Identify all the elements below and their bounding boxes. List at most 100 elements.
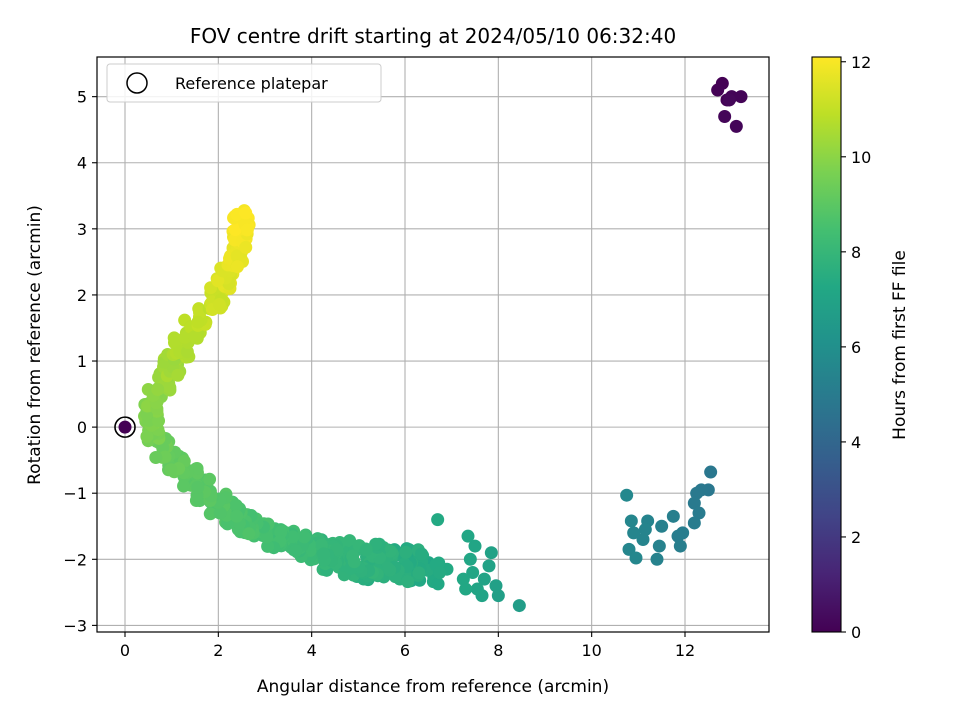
data-point bbox=[463, 552, 477, 566]
data-point bbox=[466, 566, 480, 580]
data-point bbox=[692, 506, 706, 520]
data-point bbox=[317, 547, 331, 561]
data-point bbox=[734, 90, 748, 104]
data-point bbox=[433, 566, 447, 580]
x-tick-label: 4 bbox=[307, 641, 317, 660]
data-point bbox=[203, 472, 217, 486]
data-point bbox=[468, 539, 482, 553]
data-point bbox=[711, 83, 725, 97]
data-point bbox=[140, 430, 154, 444]
y-axis-label: Rotation from reference (arcmin) bbox=[25, 205, 45, 485]
data-point bbox=[242, 527, 256, 541]
data-point bbox=[177, 479, 191, 493]
data-point bbox=[687, 496, 701, 510]
data-point bbox=[239, 240, 253, 254]
data-point bbox=[188, 330, 202, 344]
colorbar-tick-label: 10 bbox=[851, 148, 871, 167]
legend: Reference platepar bbox=[106, 63, 382, 103]
colorbar-tick-label: 6 bbox=[851, 338, 861, 357]
data-point bbox=[286, 530, 300, 544]
data-point bbox=[477, 572, 491, 586]
data-point bbox=[152, 414, 166, 428]
y-tick-label: 5 bbox=[77, 88, 87, 107]
colorbar-label: Hours from first FF file bbox=[890, 250, 910, 440]
data-point bbox=[230, 260, 244, 274]
y-tick-label: −2 bbox=[63, 550, 87, 569]
x-axis-label: Angular distance from reference (arcmin) bbox=[257, 677, 609, 697]
data-point bbox=[399, 545, 413, 559]
y-tick-label: −3 bbox=[63, 616, 87, 635]
data-point bbox=[289, 544, 303, 558]
legend-marker-reference bbox=[126, 72, 148, 94]
data-point bbox=[412, 566, 426, 580]
grid bbox=[97, 57, 769, 632]
data-point bbox=[343, 534, 357, 548]
colorbar-tick-label: 4 bbox=[851, 433, 861, 452]
colorbar-tick-label: 12 bbox=[851, 53, 871, 72]
x-tick-label: 12 bbox=[675, 641, 695, 660]
data-point bbox=[213, 506, 227, 520]
data-point bbox=[415, 547, 429, 561]
data-point bbox=[151, 382, 165, 396]
reference-point-ring bbox=[114, 416, 136, 438]
data-point bbox=[456, 572, 470, 586]
data-point bbox=[178, 330, 192, 344]
data-point bbox=[666, 509, 680, 523]
data-point bbox=[228, 223, 242, 237]
data-point bbox=[163, 381, 177, 395]
colorbar-tick-label: 0 bbox=[851, 623, 861, 642]
data-point bbox=[171, 368, 185, 382]
data-point bbox=[431, 577, 445, 591]
plot-frame bbox=[96, 56, 770, 633]
y-tick-label: 1 bbox=[77, 352, 87, 371]
data-point bbox=[191, 315, 205, 329]
data-point bbox=[260, 530, 274, 544]
data-point bbox=[722, 93, 736, 107]
data-point bbox=[620, 488, 634, 502]
x-tick-label: 2 bbox=[213, 641, 223, 660]
data-point bbox=[431, 513, 445, 527]
reference-point-fill bbox=[118, 420, 132, 434]
data-point bbox=[212, 298, 226, 312]
data-point bbox=[650, 552, 664, 566]
data-point bbox=[484, 546, 498, 560]
x-tick-label: 10 bbox=[581, 641, 601, 660]
data-point bbox=[230, 509, 244, 523]
data-point bbox=[380, 561, 394, 575]
scatter-points bbox=[114, 76, 748, 613]
data-point bbox=[512, 599, 526, 613]
data-point bbox=[359, 543, 373, 557]
data-point bbox=[149, 450, 163, 464]
data-point bbox=[622, 542, 636, 556]
data-point bbox=[673, 539, 687, 553]
data-point bbox=[687, 516, 701, 530]
x-tick-label: 6 bbox=[400, 641, 410, 660]
data-point bbox=[239, 206, 253, 220]
y-tick-label: 2 bbox=[77, 286, 87, 305]
data-point bbox=[459, 582, 473, 596]
data-point bbox=[191, 480, 205, 494]
data-point bbox=[652, 539, 666, 553]
data-point bbox=[211, 274, 225, 288]
colorbar-ticks: 0 2 4 6 8 10 12 bbox=[841, 53, 871, 642]
data-point bbox=[229, 498, 243, 512]
data-point bbox=[470, 582, 484, 596]
data-point bbox=[401, 575, 415, 589]
data-point bbox=[180, 345, 194, 359]
data-point bbox=[655, 519, 669, 533]
data-point bbox=[624, 514, 638, 528]
data-point bbox=[230, 249, 244, 263]
chart-title: FOV centre drift starting at 2024/05/10 … bbox=[190, 24, 676, 48]
data-point bbox=[629, 551, 643, 565]
legend-label-reference: Reference platepar bbox=[175, 74, 328, 93]
data-point bbox=[704, 465, 718, 479]
data-point bbox=[690, 486, 704, 500]
data-point bbox=[482, 559, 496, 573]
data-point bbox=[671, 529, 685, 543]
data-point bbox=[158, 450, 172, 464]
data-point bbox=[729, 119, 743, 133]
x-tick-label: 0 bbox=[120, 641, 130, 660]
y-tick-label: 3 bbox=[77, 220, 87, 239]
